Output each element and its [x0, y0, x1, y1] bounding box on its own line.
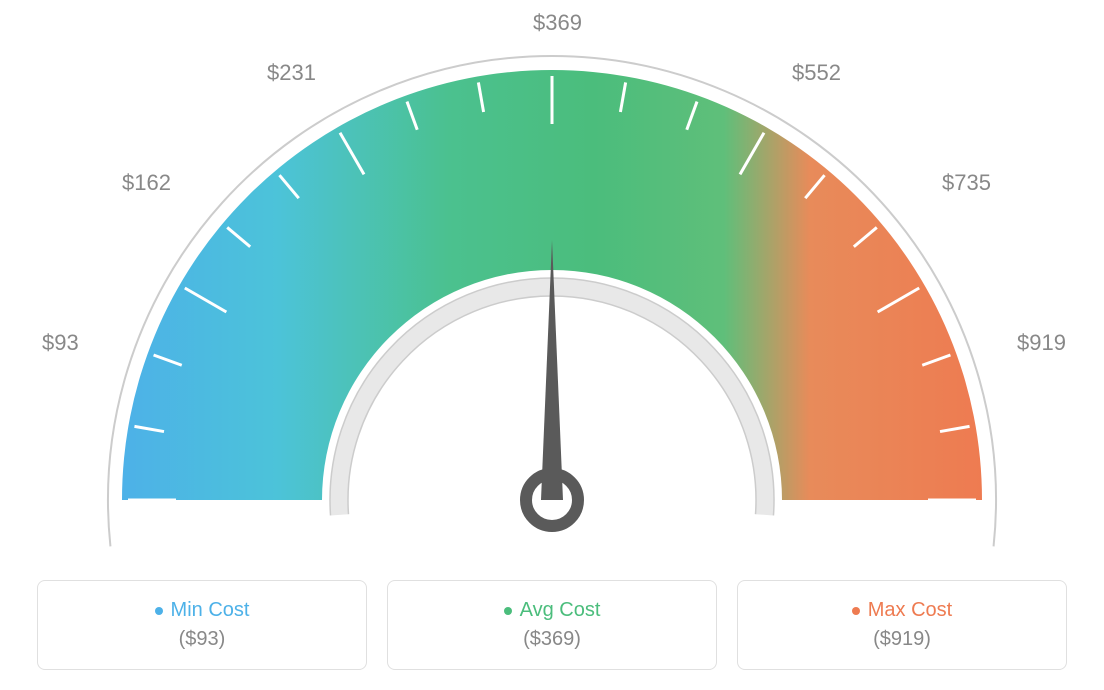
gauge-tick-label: $93	[42, 330, 79, 356]
gauge-tick-label: $369	[533, 10, 582, 36]
gauge-chart: $93 $162 $231 $369 $552 $735 $919	[32, 0, 1072, 560]
legend-value: ($369)	[523, 628, 581, 651]
legend-title: Min Cost	[155, 599, 250, 622]
gauge-svg	[32, 0, 1072, 560]
legend-dot-icon	[155, 607, 163, 615]
legend-card: Max Cost ($919)	[737, 580, 1067, 670]
gauge-tick-label: $919	[1017, 330, 1066, 356]
legend-dot-icon	[852, 607, 860, 615]
legend-dot-icon	[504, 607, 512, 615]
legend-title: Max Cost	[852, 599, 952, 622]
legend-label: Avg Cost	[520, 599, 601, 622]
legend-label: Max Cost	[868, 599, 952, 622]
gauge-tick-label: $231	[267, 60, 316, 86]
legend-row: Min Cost ($93) Avg Cost ($369) Max Cost ($919…	[37, 580, 1067, 670]
legend-card: Avg Cost ($369)	[387, 580, 717, 670]
legend-title: Avg Cost	[504, 599, 601, 622]
legend-value: ($93)	[179, 628, 226, 651]
legend-card: Min Cost ($93)	[37, 580, 367, 670]
gauge-tick-label: $735	[942, 170, 991, 196]
legend-value: ($919)	[873, 628, 931, 651]
legend-label: Min Cost	[171, 599, 250, 622]
gauge-tick-label: $162	[122, 170, 171, 196]
gauge-tick-label: $552	[792, 60, 841, 86]
